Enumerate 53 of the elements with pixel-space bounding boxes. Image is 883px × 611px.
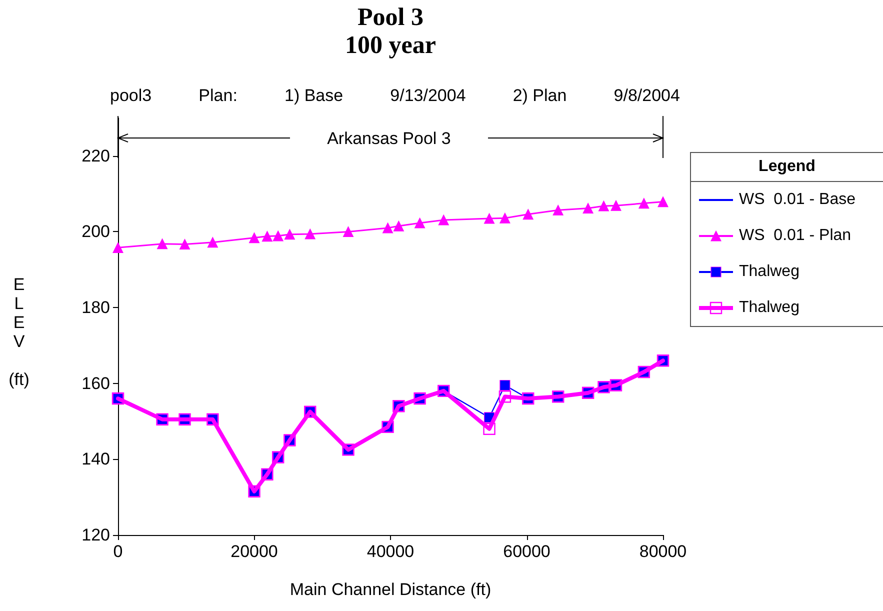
y-tick-label: 160 [82, 374, 110, 393]
point [483, 422, 496, 435]
x-tick-label: 20000 [230, 542, 278, 561]
y-tick-label: 220 [82, 146, 110, 166]
text: 2) Plan [512, 86, 567, 106]
point [658, 196, 668, 208]
point [500, 212, 510, 224]
point [382, 222, 394, 234]
point [112, 242, 124, 253]
point [598, 200, 610, 212]
point [500, 380, 510, 391]
point [484, 213, 495, 224]
point [498, 390, 512, 403]
text: 9/8/2004 [614, 86, 680, 106]
point [304, 228, 316, 240]
legend-label: Thalweg [739, 299, 800, 317]
point [552, 204, 564, 216]
chart-subtitle: 100 year [344, 32, 437, 60]
point [638, 198, 650, 209]
legend-label: WS 0.01 - Plan [739, 227, 852, 245]
y-axis-title: ELEV (ft) [8, 275, 30, 389]
text: 1) Base [284, 86, 344, 106]
text: pool3 [110, 86, 152, 106]
point [207, 237, 218, 248]
point [522, 208, 534, 220]
text: Plan: [198, 86, 238, 106]
point [272, 230, 284, 242]
y-tick-label: 180 [82, 298, 110, 318]
y-tick-label: 140 [82, 450, 110, 469]
point [156, 238, 168, 250]
x-tick-label: 40000 [366, 542, 414, 561]
legend-label: Thalweg [739, 263, 800, 281]
legend-title: Legend [691, 153, 883, 182]
point [610, 200, 622, 211]
point [262, 230, 272, 242]
x-tick-label: 0 [113, 542, 123, 561]
legend-label: WS 0.01 - Base [739, 191, 856, 209]
chart-title: Pool 3 [356, 4, 424, 32]
point [438, 214, 449, 226]
x-tick-label: 60000 [503, 542, 550, 561]
point [342, 226, 354, 238]
annotation: Arkansas Pool 3 [327, 129, 451, 148]
point [248, 232, 260, 244]
point [284, 229, 295, 240]
x-axis-title: Main Channel Distance (ft) [290, 580, 492, 599]
point [582, 202, 594, 214]
point [179, 238, 190, 250]
y-tick-label: 120 [82, 526, 110, 544]
point [414, 218, 426, 228]
y-tick-label: 200 [82, 222, 110, 242]
point [393, 220, 404, 232]
text: 9/13/2004 [390, 86, 466, 106]
x-tick-label: 80000 [639, 542, 687, 561]
